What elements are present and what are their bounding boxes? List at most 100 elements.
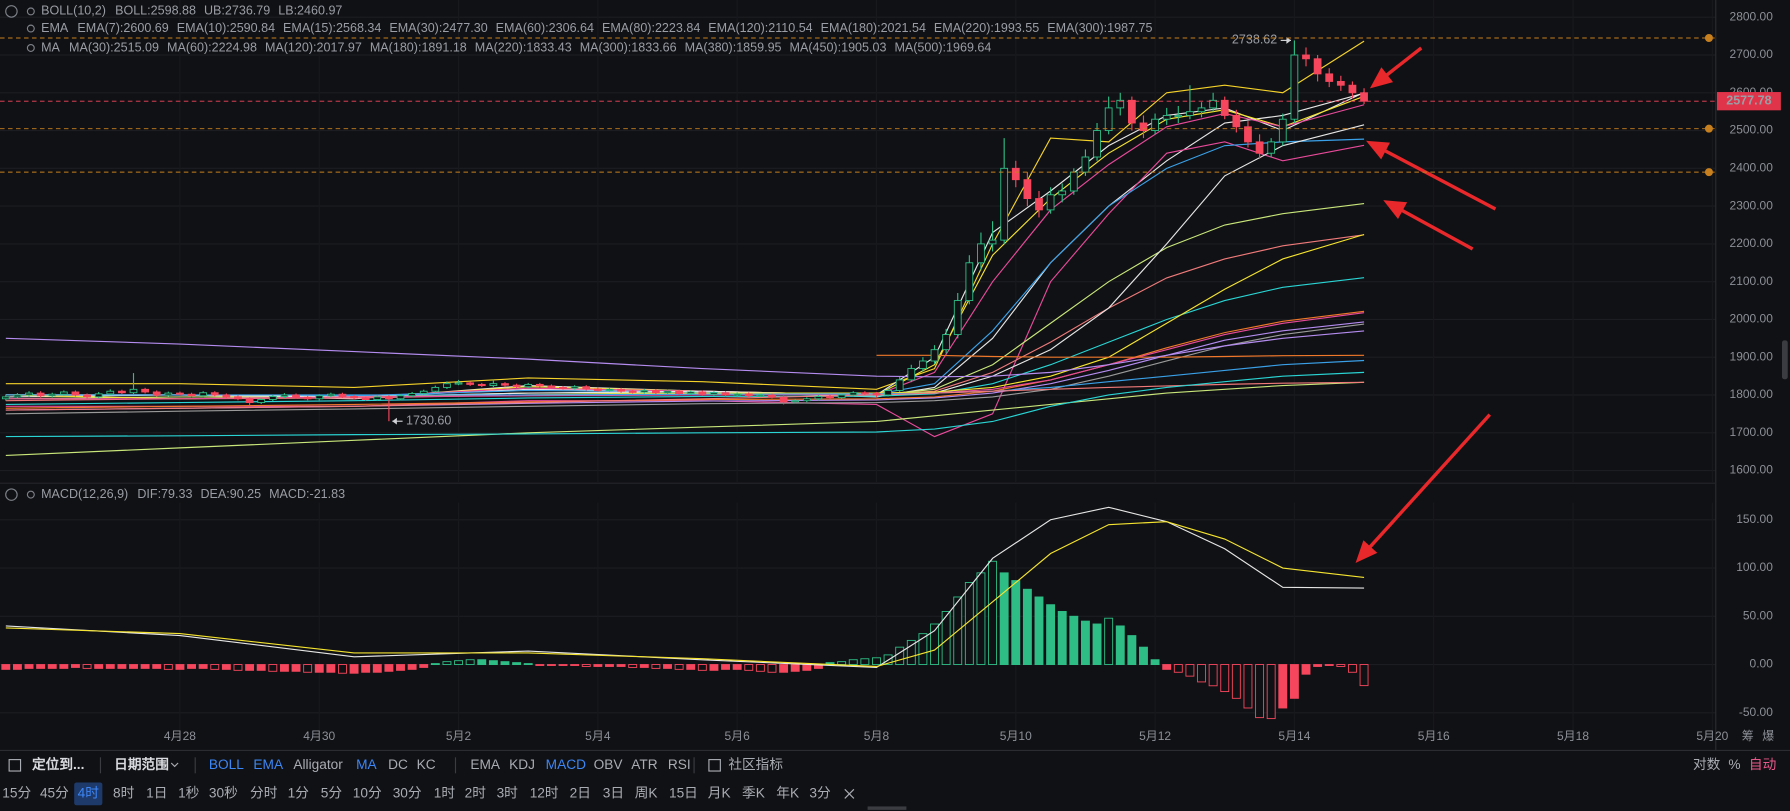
legend-entry: EMA(300):1987.75 — [1047, 21, 1152, 35]
macd-bar — [1197, 664, 1206, 683]
interval-item[interactable]: 15分 — [2, 785, 31, 800]
macd-bar — [512, 662, 522, 666]
interval-item[interactable]: 5分 — [321, 785, 343, 800]
interval-item[interactable]: 年K — [776, 785, 799, 800]
candle-body — [524, 383, 533, 388]
macd-bar — [755, 664, 765, 672]
interval-item[interactable]: 30秒 — [209, 785, 238, 800]
dropdown-caret[interactable] — [170, 762, 179, 768]
indicator-line — [5, 277, 1365, 406]
indicator-line — [5, 330, 1365, 378]
interval-item[interactable]: 10分 — [353, 785, 382, 800]
toolbar-item[interactable]: % — [1728, 757, 1740, 772]
macd-bar — [233, 664, 243, 671]
macd-bar — [999, 572, 1009, 666]
interval-item[interactable]: 30分 — [393, 785, 422, 800]
candle-body — [686, 391, 695, 394]
collapse-icon[interactable] — [5, 5, 18, 18]
toolbar-item[interactable]: KC — [417, 757, 436, 772]
alert-dot[interactable] — [1704, 124, 1713, 133]
toolbar-item[interactable]: BOLL — [209, 757, 244, 772]
macd-bar — [1289, 664, 1299, 699]
community-icon[interactable] — [708, 759, 721, 772]
macd-bar — [744, 664, 754, 671]
alert-dot[interactable] — [1704, 168, 1713, 177]
toolbar-item[interactable]: 自动 — [1749, 757, 1776, 772]
interval-item[interactable]: 分时 — [250, 785, 278, 800]
candle-body — [129, 388, 138, 394]
interval-item[interactable]: 2日 — [570, 785, 591, 800]
toolbar-item[interactable]: 社区指标 — [728, 757, 783, 772]
toolbar-item[interactable]: Alligator — [293, 757, 343, 772]
candle-body — [1127, 99, 1136, 124]
candle-body — [1197, 107, 1206, 113]
toolbar-item[interactable]: KDJ — [509, 757, 535, 772]
candle-body — [419, 390, 428, 394]
interval-item[interactable]: 8时 — [113, 785, 135, 800]
candle-body — [1069, 171, 1078, 192]
interval-item[interactable]: 月K — [708, 785, 731, 800]
toolbar-item[interactable]: DC — [388, 757, 408, 772]
y-tick-label: 150.00 — [1736, 512, 1773, 526]
scroll-handle[interactable] — [1782, 340, 1788, 380]
toolbar-item[interactable]: EMA — [253, 757, 284, 772]
interval-item[interactable]: 1日 — [146, 785, 167, 800]
interval-item[interactable]: 3时 — [497, 785, 519, 800]
macd-bar — [802, 664, 812, 671]
resize-handle[interactable] — [867, 806, 907, 810]
interval-item[interactable]: 1秒 — [178, 785, 200, 800]
annotation-arrow-head — [1286, 36, 1291, 44]
locate-icon[interactable] — [8, 759, 22, 772]
alert-dot[interactable] — [1704, 34, 1713, 43]
candle-body — [280, 394, 289, 397]
toolbar-item[interactable]: 定位到... — [32, 756, 84, 772]
toolbar-item[interactable]: MA — [356, 757, 377, 772]
macd-bar — [175, 664, 185, 670]
candle-body — [71, 391, 80, 396]
macd-bar — [930, 623, 939, 666]
toolbar-item[interactable]: ATR — [631, 757, 657, 772]
alert-icon[interactable] — [26, 490, 35, 499]
alert-icon[interactable] — [26, 43, 35, 52]
candle-body — [1313, 58, 1322, 75]
macd-bar — [419, 664, 429, 668]
interval-item[interactable]: 1分 — [288, 785, 310, 800]
interval-item[interactable]: 15日 — [669, 785, 698, 800]
candle-body — [1278, 118, 1287, 143]
alert-icon[interactable] — [26, 24, 35, 33]
interval-item[interactable]: 45分 — [40, 785, 69, 800]
interval-item[interactable]: 3日 — [603, 785, 624, 800]
close-icon[interactable] — [844, 788, 855, 799]
candle-body — [373, 396, 382, 400]
legend-entry: EMA(120):2110.54 — [708, 21, 812, 35]
x-tick-label: 4月28 — [164, 729, 196, 743]
toolbar-item[interactable]: 日期范围 — [114, 756, 169, 772]
candle-body — [1174, 114, 1183, 118]
interval-item[interactable]: 2时 — [465, 785, 487, 800]
candle-body — [756, 394, 765, 397]
interval-item[interactable]: 4时 — [78, 785, 100, 800]
interval-item[interactable]: 12时 — [530, 785, 559, 800]
candle-body — [1255, 141, 1264, 154]
interval-item[interactable]: 3分 — [809, 785, 831, 800]
legend-title: MA — [41, 40, 60, 54]
alert-icon[interactable] — [26, 7, 35, 16]
interval-item[interactable]: 周K — [635, 785, 658, 800]
candle-body — [721, 392, 730, 396]
y-tick-label: 2700.00 — [1730, 47, 1774, 61]
toolbar-item[interactable]: RSI — [668, 757, 691, 772]
toolbar-item[interactable]: 对数 — [1693, 757, 1721, 772]
toolbar-item[interactable]: MACD — [546, 757, 586, 772]
interval-item[interactable]: 1时 — [434, 785, 456, 800]
collapse-icon[interactable] — [5, 488, 18, 501]
interval-item[interactable]: 季K — [742, 785, 765, 800]
candle-body — [106, 390, 115, 395]
toolbar-item[interactable]: OBV — [594, 757, 624, 772]
candle-body — [361, 397, 370, 400]
interval-highlight[interactable] — [74, 782, 103, 806]
x-tick-label: 5月8 — [864, 729, 890, 743]
candle-body — [48, 393, 57, 397]
macd-bar — [256, 664, 266, 671]
candle-body — [234, 396, 242, 400]
toolbar-item[interactable]: EMA — [470, 757, 501, 772]
